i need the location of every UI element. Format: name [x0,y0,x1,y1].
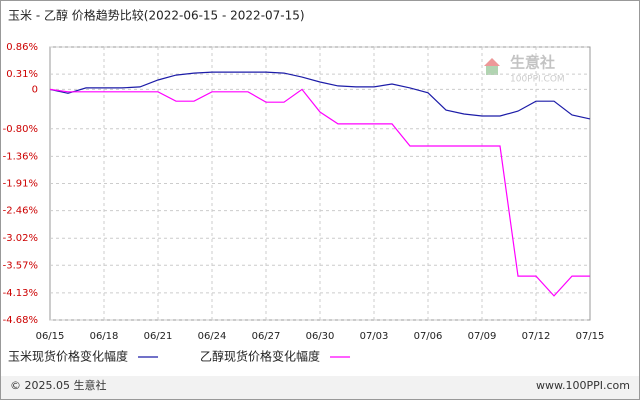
footer-bar [1,376,639,399]
footer-left: © 2025.05 生意社 [10,378,106,392]
series-line [49,88,590,297]
watermark-url: 100PPI.COM [510,75,565,85]
x-tick-label: 06/24 [198,331,227,342]
series-line [49,71,591,120]
x-tick-label: 06/27 [252,331,281,342]
y-tick-label: 0.31% [6,69,38,80]
x-tick-label: 06/21 [144,331,173,342]
x-tick-label: 07/06 [414,331,443,342]
y-tick-label: -1.91% [3,179,38,190]
watermark-icon [486,66,498,75]
x-tick-label: 06/15 [36,331,65,342]
legend-label: 乙醇现货价格变化幅度 [200,349,320,364]
footer-right: www.100PPI.com [536,379,630,392]
y-tick-label: -0.80% [3,124,38,135]
watermark-icon [484,58,500,66]
x-tick-label: 06/30 [306,331,335,342]
y-tick-label: -3.02% [3,233,38,244]
y-tick-label: -3.57% [3,260,38,271]
x-tick-label: 07/12 [522,331,551,342]
y-tick-label: 0 [32,84,38,95]
x-tick-label: 07/03 [360,331,389,342]
watermark: 生意社 100PPI.COM [484,54,565,85]
y-tick-label: -2.46% [3,206,38,217]
y-tick-label: -1.36% [3,151,38,162]
y-tick-label: -4.68% [3,315,38,326]
x-tick-label: 06/18 [90,331,119,342]
legend-label: 玉米现货价格变化幅度 [8,349,128,364]
x-tick-label: 07/15 [576,331,605,342]
x-tick-label: 07/09 [468,331,497,342]
chart-title: 玉米 - 乙醇 价格趋势比较(2022-06-15 - 2022-07-15) [8,8,305,23]
y-tick-label: -4.13% [3,288,38,299]
watermark-text: 生意社 [510,54,555,72]
y-tick-label: 0.86% [6,42,38,53]
